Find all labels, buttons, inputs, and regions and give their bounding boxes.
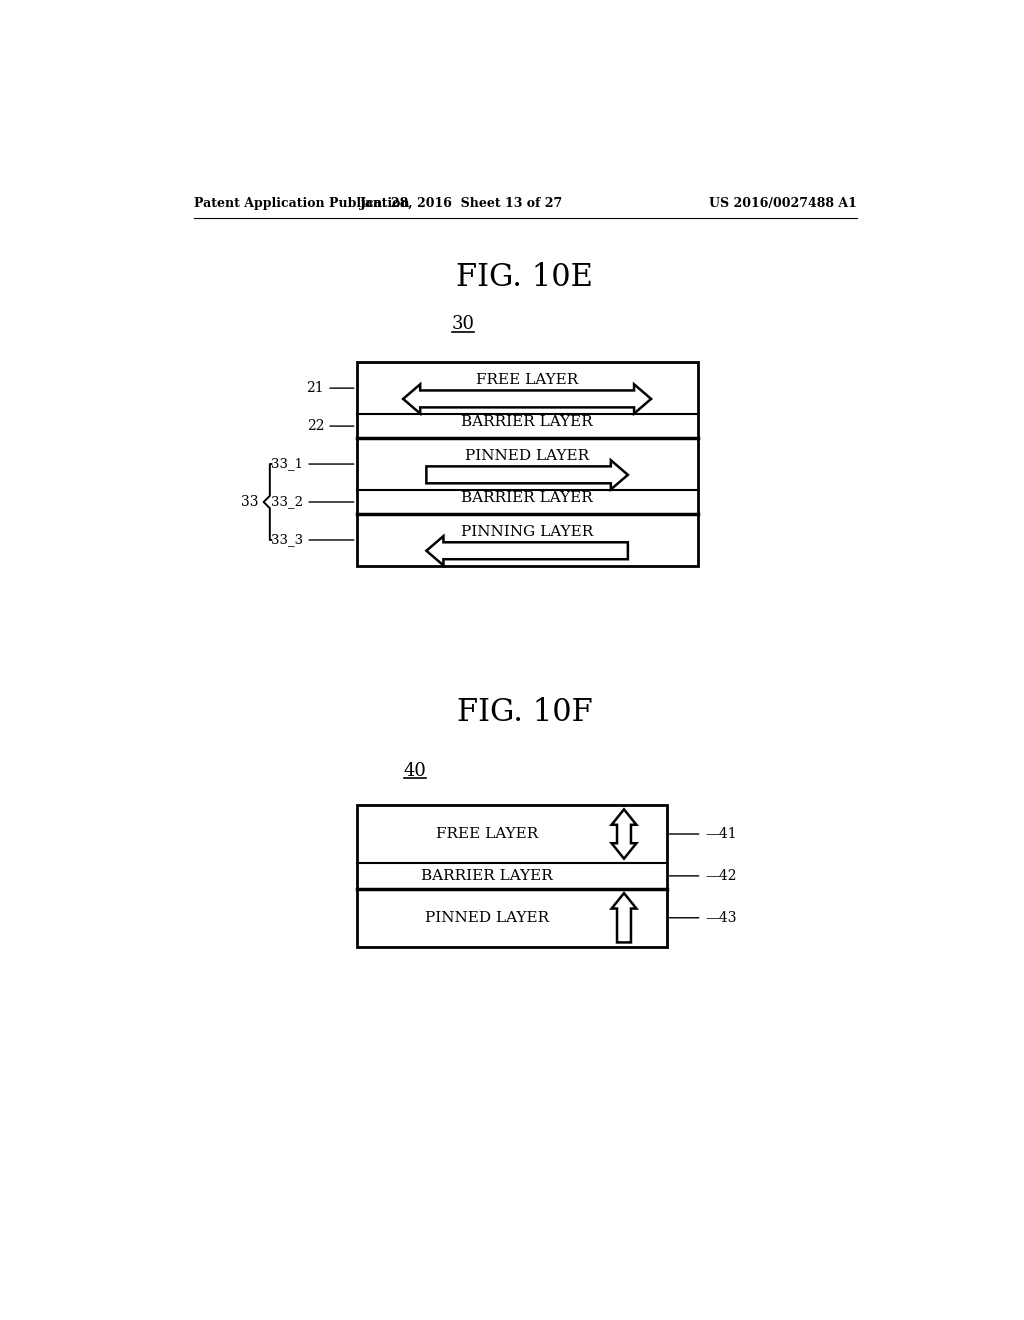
- Text: FREE LAYER: FREE LAYER: [476, 374, 579, 388]
- Text: 33_2: 33_2: [271, 495, 303, 508]
- Text: 33_3: 33_3: [271, 533, 303, 546]
- Text: BARRIER LAYER: BARRIER LAYER: [421, 869, 553, 883]
- Text: PINNED LAYER: PINNED LAYER: [425, 911, 549, 925]
- Polygon shape: [426, 536, 628, 565]
- Polygon shape: [403, 384, 651, 413]
- Text: PINNED LAYER: PINNED LAYER: [465, 449, 589, 463]
- Text: —41: —41: [706, 828, 737, 841]
- Polygon shape: [611, 894, 636, 942]
- Text: BARRIER LAYER: BARRIER LAYER: [461, 416, 593, 429]
- Bar: [356, 805, 667, 946]
- Text: Patent Application Publication: Patent Application Publication: [194, 197, 410, 210]
- Text: —43: —43: [706, 911, 737, 925]
- Text: FIG. 10E: FIG. 10E: [457, 263, 593, 293]
- Polygon shape: [611, 809, 636, 858]
- Text: —42: —42: [706, 869, 737, 883]
- Text: Jan. 28, 2016  Sheet 13 of 27: Jan. 28, 2016 Sheet 13 of 27: [359, 197, 563, 210]
- Polygon shape: [426, 461, 628, 490]
- Text: 33_1: 33_1: [271, 458, 303, 470]
- Text: 21: 21: [306, 381, 324, 395]
- Text: 33: 33: [242, 495, 259, 510]
- Text: US 2016/0027488 A1: US 2016/0027488 A1: [709, 197, 856, 210]
- Text: 40: 40: [403, 762, 426, 780]
- Text: FREE LAYER: FREE LAYER: [435, 828, 538, 841]
- Text: FIG. 10F: FIG. 10F: [457, 697, 593, 729]
- Text: PINNING LAYER: PINNING LAYER: [461, 525, 593, 540]
- Text: BARRIER LAYER: BARRIER LAYER: [461, 491, 593, 506]
- Bar: [356, 363, 697, 566]
- Text: 22: 22: [306, 418, 324, 433]
- Text: 30: 30: [452, 315, 474, 333]
